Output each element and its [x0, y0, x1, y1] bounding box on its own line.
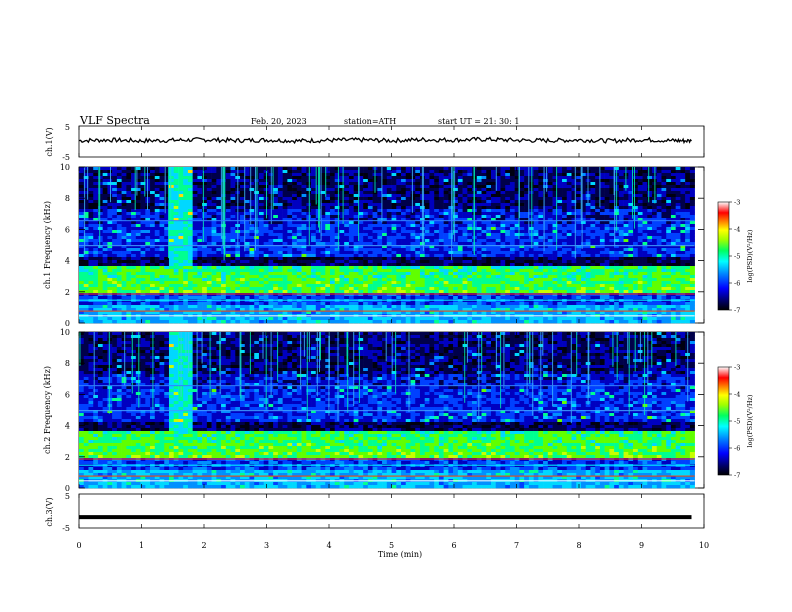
ch1-waveform-line — [78, 136, 692, 145]
colorbar-tick-label: -4 — [734, 391, 740, 399]
colorbar-tick-label: -3 — [734, 364, 740, 372]
ch1-colorbar — [717, 201, 730, 311]
time-tick-label: 0 — [76, 541, 81, 550]
time-tick-label: 2 — [201, 541, 206, 550]
ch1-spectrogram-image — [79, 167, 695, 324]
ch3-ytick-top: 5 — [65, 492, 70, 501]
colorbar-tick-label: -7 — [734, 307, 740, 315]
date-label: Feb. 20, 2023 — [251, 117, 307, 126]
ch3-waveform-panel: 5 -5 ch.3(V) — [45, 492, 705, 533]
ch3-ytick-bottom: -5 — [62, 524, 70, 533]
colorbar-tick-label: -5 — [734, 253, 740, 261]
ch3-waveform-frame — [78, 493, 705, 529]
time-tick-label: 6 — [451, 541, 456, 550]
freq-tick-label: 2 — [65, 453, 70, 462]
x-axis: 0 1 2 3 4 5 6 7 8 9 10 — [76, 126, 709, 550]
ch1-ytick-bottom: -5 — [62, 153, 70, 162]
freq-tick-label: 8 — [65, 359, 70, 368]
colorbar-tick-label: -6 — [734, 445, 740, 453]
ch2-colorbar-label: log(PSD)(V²/Hz) — [746, 394, 754, 447]
time-tick-label: 7 — [514, 541, 519, 550]
time-tick-label: 9 — [639, 541, 644, 550]
ch2-colorbar — [717, 366, 730, 476]
ch1-colorbar-label: log(PSD)(V²/Hz) — [746, 229, 754, 282]
chart-title: VLF Spectra — [79, 114, 150, 127]
time-tick-label: 5 — [389, 541, 394, 550]
freq-tick-label: 10 — [60, 163, 70, 172]
ch2-spectrogram-image — [79, 332, 695, 489]
freq-tick-label: 6 — [65, 225, 70, 234]
station-label: station=ATH — [344, 117, 396, 126]
freq-tick-label: 10 — [60, 328, 70, 337]
freq-tick-label: 4 — [65, 257, 70, 266]
freq-tick-label: 4 — [65, 422, 70, 431]
freq-tick-label: 2 — [65, 288, 70, 297]
start-time-label: start UT = 21: 30: 1 — [438, 117, 519, 126]
colorbar-tick-label: -6 — [734, 280, 740, 288]
time-tick-label: 8 — [576, 541, 581, 550]
freq-tick-label: 6 — [65, 390, 70, 399]
ch3-ylabel: ch.3(V) — [45, 497, 54, 526]
ch2-ylabel: ch.2 Frequency (kHz) — [43, 366, 52, 454]
colorbar-tick-label: -5 — [734, 418, 740, 426]
freq-tick-label: 8 — [65, 194, 70, 203]
time-tick-label: 10 — [699, 541, 709, 550]
colorbar-tick-label: -7 — [734, 472, 740, 480]
time-tick-label: 4 — [326, 541, 331, 550]
colorbar-tick-label: -3 — [734, 199, 740, 207]
time-tick-label: 1 — [139, 541, 144, 550]
x-axis-label: Time (min) — [378, 550, 422, 559]
ch1-waveform-panel: 5 -5 ch.1(V) — [45, 123, 705, 162]
colorbar-tick-label: -4 — [734, 226, 740, 234]
freq-tick-label: 0 — [65, 484, 70, 493]
ch1-ylabel: ch.1(V) — [45, 127, 54, 156]
ch1-ylabel: ch.1 Frequency (kHz) — [43, 201, 52, 289]
ch1-ytick-top: 5 — [65, 123, 70, 132]
freq-tick-label: 0 — [65, 319, 70, 328]
time-tick-label: 3 — [264, 541, 269, 550]
